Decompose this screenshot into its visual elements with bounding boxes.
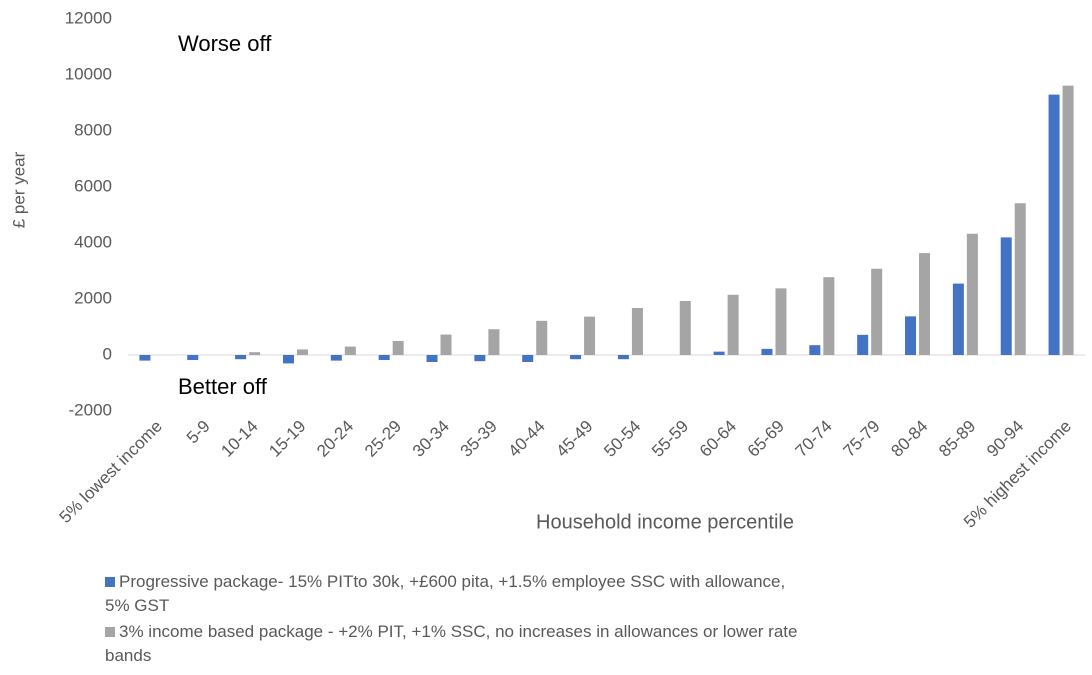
x-tick-label: 65-69 xyxy=(744,417,788,461)
bar xyxy=(536,320,548,355)
legend-entry: 3% income based package - +2% PIT, +1% S… xyxy=(105,620,805,668)
legend-swatch xyxy=(105,627,115,637)
y-tick-label: -2000 xyxy=(69,400,112,419)
legend-swatch xyxy=(105,577,115,587)
x-tick-label: 90-94 xyxy=(983,417,1027,461)
legend-label: Progressive package- 15% PITto 30k, +£60… xyxy=(105,572,786,615)
bar xyxy=(1014,203,1026,355)
bar xyxy=(631,307,643,355)
bar xyxy=(919,253,931,355)
x-tick-label: 40-44 xyxy=(505,417,549,461)
bar xyxy=(727,294,739,355)
x-tick-label: 15-19 xyxy=(265,417,309,461)
bar xyxy=(857,334,869,355)
y-tick-label: 8000 xyxy=(74,120,112,139)
bar xyxy=(282,355,294,364)
x-tick-label: 75-79 xyxy=(839,417,883,461)
legend-entry: Progressive package- 15% PITto 30k, +£60… xyxy=(105,570,805,618)
bar xyxy=(761,348,773,355)
legend-label: 3% income based package - +2% PIT, +1% S… xyxy=(105,622,798,665)
x-tick-label: 80-84 xyxy=(887,417,931,461)
y-axis-title: £ per year xyxy=(9,151,28,228)
bar xyxy=(296,349,308,355)
bar xyxy=(139,355,151,361)
x-tick-label: 50-54 xyxy=(600,417,644,461)
bar xyxy=(426,355,438,362)
x-tick-label: 5% lowest income xyxy=(56,417,166,527)
bar xyxy=(330,355,342,361)
bar xyxy=(905,316,917,355)
y-tick-label: 12000 xyxy=(65,8,112,27)
annotation: Worse off xyxy=(178,31,272,56)
bar xyxy=(1062,85,1074,355)
bar xyxy=(809,345,821,355)
bar xyxy=(440,334,452,355)
x-tick-label: 10-14 xyxy=(217,417,261,461)
y-tick-label: 4000 xyxy=(74,232,112,251)
x-tick-label: 45-49 xyxy=(552,417,596,461)
bar xyxy=(1000,237,1012,355)
bar xyxy=(617,355,629,360)
x-tick-label: 25-29 xyxy=(361,417,405,461)
chart: £ per year Household income percentile W… xyxy=(9,8,1085,533)
bar xyxy=(235,355,247,360)
annotation: Better off xyxy=(178,374,268,399)
x-tick-label: 20-24 xyxy=(313,417,357,461)
bar xyxy=(952,283,964,355)
bar xyxy=(584,316,596,355)
bar xyxy=(1048,94,1060,355)
bar xyxy=(474,355,486,362)
bar xyxy=(823,277,835,355)
bar xyxy=(966,233,978,355)
bar xyxy=(713,351,725,355)
x-tick-label: 55-59 xyxy=(648,417,692,461)
x-tick-label: 5-9 xyxy=(183,417,214,448)
bar xyxy=(522,355,534,362)
y-tick-label: 0 xyxy=(103,344,112,363)
bar xyxy=(775,288,787,355)
bar xyxy=(570,355,582,360)
x-tick-label: 85-89 xyxy=(935,417,979,461)
bar xyxy=(187,355,199,361)
y-tick-label: 2000 xyxy=(74,288,112,307)
y-tick-label: 10000 xyxy=(65,64,112,83)
bar xyxy=(679,300,691,355)
x-tick-label: 70-74 xyxy=(792,417,836,461)
bar xyxy=(871,268,883,355)
bar xyxy=(488,329,500,355)
bar xyxy=(344,346,356,355)
bar xyxy=(392,341,404,355)
x-axis-title: Household income percentile xyxy=(536,511,794,533)
y-tick-label: 6000 xyxy=(74,176,112,195)
bar xyxy=(249,352,261,355)
x-tick-label: 35-39 xyxy=(457,417,501,461)
x-tick-label: 30-34 xyxy=(409,417,453,461)
x-tick-label: 60-64 xyxy=(696,417,740,461)
bar xyxy=(378,355,390,361)
